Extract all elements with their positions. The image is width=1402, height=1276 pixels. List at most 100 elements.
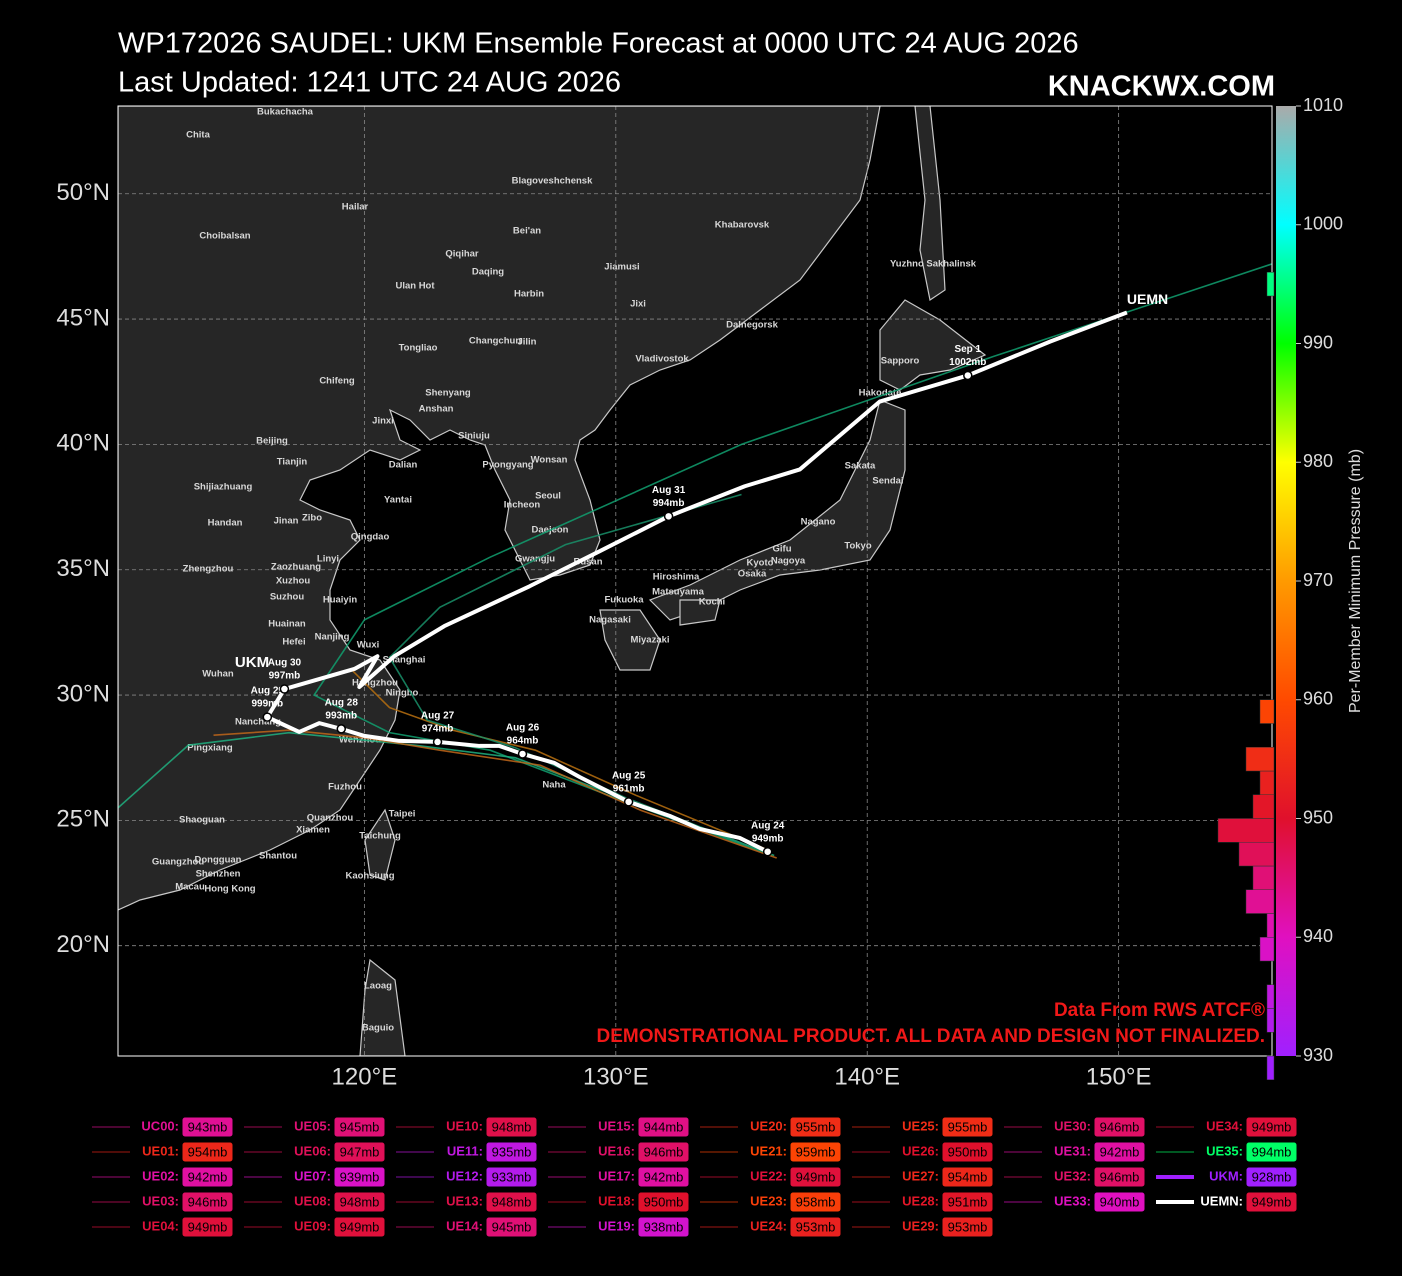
legend-box bbox=[941, 1116, 994, 1138]
city-label: Zhengzhou bbox=[183, 564, 234, 575]
legend-name: UE24: bbox=[750, 1218, 787, 1233]
legend-name: UE29: bbox=[902, 1218, 939, 1233]
legend-value: 945mb bbox=[340, 1119, 380, 1134]
legend-name: UE02: bbox=[142, 1168, 179, 1183]
city-label: Khabarovsk bbox=[715, 220, 770, 231]
colorbar bbox=[1276, 106, 1296, 1056]
histogram-bar bbox=[1217, 818, 1275, 843]
y-tick-label: 30°N bbox=[56, 680, 110, 707]
x-tick-label: 120°E bbox=[332, 1063, 398, 1090]
city-label: Hong Kong bbox=[204, 884, 255, 895]
sakhalin bbox=[914, 106, 946, 301]
legend-name: UE17: bbox=[598, 1168, 635, 1183]
legend-name: UE06: bbox=[294, 1143, 331, 1158]
histogram-bar bbox=[1252, 794, 1275, 819]
city-label: Yuzhno Sakhalinsk bbox=[890, 259, 977, 270]
legend-value: 949mb bbox=[340, 1219, 380, 1234]
city-label: Wonsan bbox=[531, 455, 568, 466]
legend-box bbox=[1245, 1191, 1298, 1213]
city-label: Chifeng bbox=[319, 376, 355, 387]
histogram-bar bbox=[1266, 272, 1275, 297]
legend-box bbox=[333, 1141, 386, 1163]
city-label: Bukachacha bbox=[257, 107, 314, 118]
legend-name: UE07: bbox=[294, 1168, 331, 1183]
legend-name: UEMN: bbox=[1200, 1193, 1243, 1208]
city-label: Incheon bbox=[504, 500, 541, 511]
city-label: Qiqihar bbox=[445, 249, 479, 260]
legend-value: 948mb bbox=[340, 1194, 380, 1209]
point-date: Aug 26 bbox=[506, 723, 540, 734]
city-label: Nagano bbox=[801, 517, 836, 528]
city-label: Wuhan bbox=[202, 669, 234, 680]
city-label: Fukuoka bbox=[604, 595, 644, 606]
city-label: Shijiazhuang bbox=[194, 482, 253, 493]
legend-name: UE18: bbox=[598, 1193, 635, 1208]
y-tick-label: 20°N bbox=[56, 931, 110, 958]
point-date: Aug 25 bbox=[612, 770, 646, 781]
city-label: Jiamusi bbox=[604, 262, 639, 273]
legend-value: 950mb bbox=[948, 1144, 988, 1159]
city-label: Jinxi bbox=[372, 416, 394, 427]
track-point bbox=[279, 684, 290, 694]
legend-box bbox=[789, 1191, 842, 1213]
legend-name: UE01: bbox=[142, 1143, 179, 1158]
city-label: Nagoya bbox=[771, 556, 806, 567]
city-label: Huaiyin bbox=[323, 595, 358, 606]
city-label: Shenzhen bbox=[196, 869, 241, 880]
legend-box bbox=[789, 1166, 842, 1188]
legend-name: UKM: bbox=[1209, 1168, 1243, 1183]
legend-box bbox=[1093, 1116, 1146, 1138]
legend-box bbox=[1093, 1166, 1146, 1188]
legend-value: 940mb bbox=[1100, 1194, 1140, 1209]
city-label: Huainan bbox=[268, 619, 306, 630]
legend-value: 943mb bbox=[188, 1119, 228, 1134]
histogram-bar bbox=[1266, 913, 1275, 938]
city-label: Shantou bbox=[259, 851, 297, 862]
point-date: Sep 1 bbox=[954, 344, 981, 355]
city-label: Sakata bbox=[845, 461, 876, 472]
legend-box bbox=[941, 1191, 994, 1213]
legend-box bbox=[789, 1141, 842, 1163]
legend-value: 935mb bbox=[492, 1144, 532, 1159]
legend-name: UE03: bbox=[142, 1193, 179, 1208]
city-label: Jilin bbox=[517, 337, 536, 348]
city-label: Nagasaki bbox=[589, 615, 631, 626]
city-label: Jixi bbox=[630, 299, 646, 310]
y-tick-label: 35°N bbox=[56, 555, 110, 582]
legend-box bbox=[333, 1166, 386, 1188]
legend-value: 953mb bbox=[948, 1219, 988, 1234]
legend-box bbox=[1093, 1191, 1146, 1213]
legend-value: 949mb bbox=[796, 1169, 836, 1184]
colorbar-tick-label: 1000 bbox=[1303, 214, 1343, 234]
y-tick-label: 50°N bbox=[56, 179, 110, 206]
legend-name: UE04: bbox=[142, 1218, 179, 1233]
city-label: Linyi bbox=[317, 554, 339, 565]
city-label: Zaozhuang bbox=[271, 562, 321, 573]
legend-name: UE21: bbox=[750, 1143, 787, 1158]
track-point bbox=[963, 370, 973, 381]
legend-box bbox=[333, 1191, 386, 1213]
point-pressure: 964mb bbox=[507, 736, 539, 747]
city-label: Jinan bbox=[274, 516, 299, 527]
legend-value: 949mb bbox=[1252, 1194, 1292, 1209]
legend-name: UC00: bbox=[141, 1118, 179, 1133]
city-label: Shaoguan bbox=[179, 815, 225, 826]
legend-box bbox=[485, 1216, 538, 1238]
legend-box bbox=[637, 1216, 690, 1238]
legend-value: 949mb bbox=[188, 1219, 228, 1234]
legend-name: UE33: bbox=[1054, 1193, 1091, 1208]
legend-value: 945mb bbox=[492, 1219, 532, 1234]
point-pressure: 993mb bbox=[325, 711, 357, 722]
point-date: Aug 29 bbox=[251, 686, 285, 697]
colorbar-tick-label: 980 bbox=[1303, 451, 1333, 471]
point-pressure: 974mb bbox=[422, 724, 454, 735]
map: Chita Bukachacha Blagoveshchensk Hailar Choi… bbox=[118, 106, 1272, 1056]
legend-value: 994mb bbox=[1252, 1144, 1292, 1159]
legend-box bbox=[181, 1116, 234, 1138]
mean-track bbox=[265, 310, 1128, 854]
legend-value: 942mb bbox=[644, 1169, 684, 1184]
source-note: Data From RWS ATCF® bbox=[1054, 1000, 1265, 1021]
legend-value: 955mb bbox=[796, 1119, 836, 1134]
